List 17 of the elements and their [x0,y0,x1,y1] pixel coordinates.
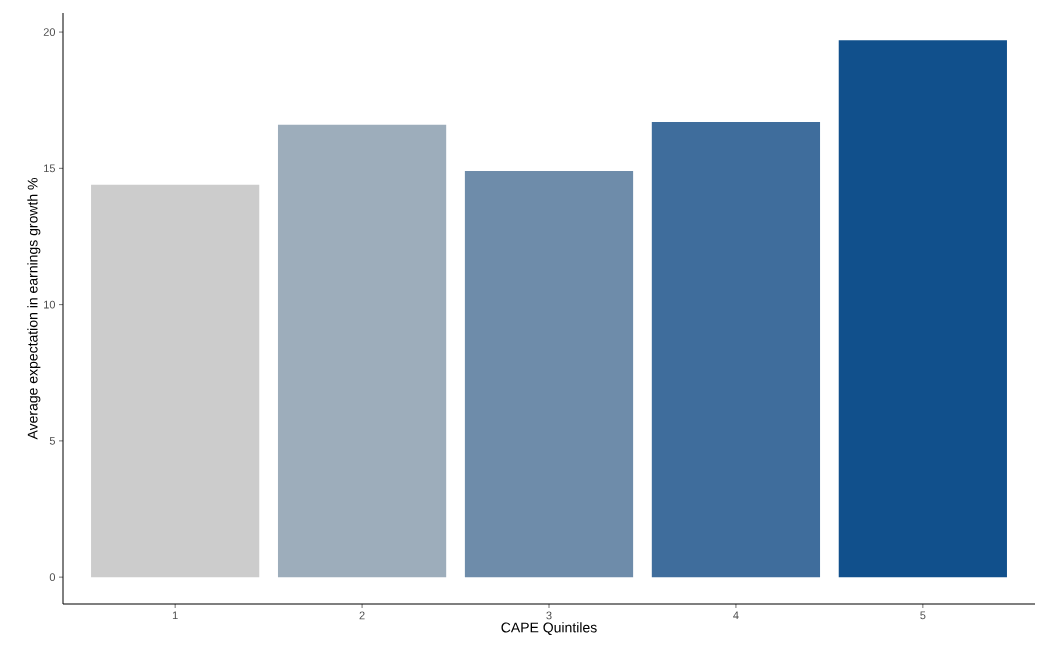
x-tick-label: 1 [172,611,178,620]
y-tick-label: 0 [49,573,56,582]
bar [838,40,1007,578]
y-tick-label: 10 [44,300,56,309]
x-tick-label: 4 [733,611,739,620]
x-tick-label: 5 [920,611,926,620]
y-tick-label: 5 [49,437,55,445]
bar [464,171,634,578]
x-axis-title: CAPE Quintiles [501,622,597,635]
bar [651,122,821,578]
y-tick-label: 20 [43,28,56,36]
y-axis-title: Average expectation in earnings growth % [27,178,41,440]
y-tick-label: 15 [44,164,55,173]
bar [277,124,447,578]
bar [91,184,260,578]
x-tick-label: 2 [359,611,365,620]
x-tick-label: 3 [546,611,552,620]
